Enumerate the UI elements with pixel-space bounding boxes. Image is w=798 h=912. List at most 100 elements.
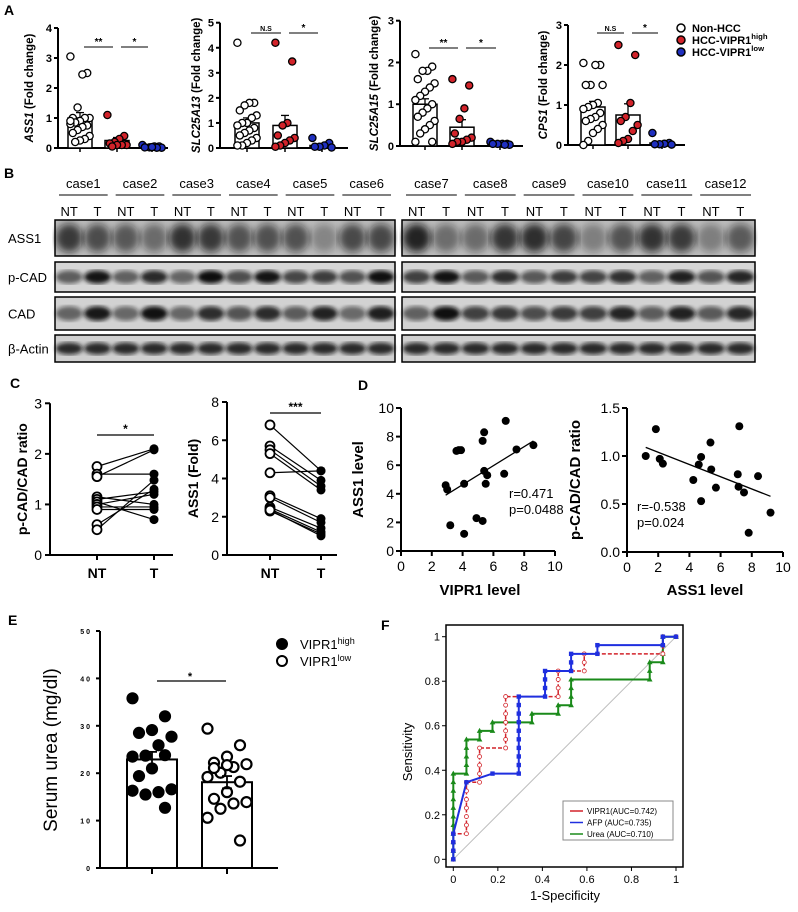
blot-background <box>55 220 395 256</box>
blot-band <box>667 306 696 321</box>
paired-line <box>269 470 322 474</box>
y-tick-label: 3 <box>34 395 42 411</box>
roc-marker <box>516 762 521 768</box>
blot-band <box>726 342 755 355</box>
significance-label: ** <box>440 38 448 49</box>
roc-marker <box>555 685 561 691</box>
data-point <box>207 792 221 805</box>
blot-band <box>667 342 696 355</box>
blot-band <box>338 223 367 253</box>
y-axis-label: ASS1 (Fold) <box>185 439 201 518</box>
data-point <box>633 120 642 130</box>
y-tick-label: 1 <box>34 496 42 512</box>
scatter-point <box>740 488 748 497</box>
roc-marker <box>595 651 600 657</box>
scatter-point <box>641 452 650 460</box>
roc-marker <box>463 736 470 742</box>
data-point <box>240 796 253 809</box>
data-point <box>448 139 457 149</box>
nt-point <box>91 471 103 483</box>
scatter-point <box>478 516 487 525</box>
case-label: case9 <box>532 176 567 191</box>
x-tick-label: NT <box>88 565 107 581</box>
blot-frame <box>401 296 756 331</box>
roc-marker <box>673 634 679 639</box>
legend-marker <box>676 35 686 45</box>
legend-marker <box>276 638 288 650</box>
data-point <box>214 802 227 815</box>
roc-marker <box>529 719 535 725</box>
t-point <box>316 485 326 495</box>
blot-band <box>579 342 608 355</box>
legend-entry-sup: low <box>338 653 352 663</box>
y-tick-label: 1 <box>388 99 394 111</box>
blot-band <box>520 306 549 321</box>
y-label-suffix: (Fold change) <box>24 34 36 113</box>
y-tick-label: 3 <box>556 20 562 32</box>
roc-marker <box>516 754 521 759</box>
roc-marker <box>463 770 470 776</box>
data-point <box>579 104 588 114</box>
roc-marker <box>477 779 482 785</box>
roc-marker <box>463 753 470 759</box>
blot-strip <box>401 261 756 293</box>
y-label-suffix: (Fold change) <box>191 17 203 96</box>
roc-marker <box>516 728 521 733</box>
y-tick-label: 2 <box>46 83 52 95</box>
data-point <box>287 57 297 66</box>
y-tick-label: 0 <box>46 143 52 155</box>
blot-band <box>432 342 461 355</box>
data-point <box>614 138 623 148</box>
data-point <box>145 723 159 737</box>
blot-band <box>490 270 520 284</box>
nt-point <box>264 419 276 431</box>
blot-band <box>140 306 168 321</box>
data-point <box>616 116 626 126</box>
data-point <box>201 770 214 784</box>
blot-background <box>402 262 755 292</box>
x-tick-label: 0 <box>450 874 456 886</box>
blot-frame <box>54 296 396 331</box>
data-point <box>628 126 638 136</box>
blot-row-label: ASS1 <box>8 231 41 246</box>
paired-line <box>96 449 155 478</box>
blot-band <box>432 270 461 284</box>
blot-band <box>168 342 197 355</box>
y-axis-label: SLC25A15 (Fold change) <box>369 15 381 151</box>
blot-band <box>55 342 83 355</box>
blot-band <box>140 342 168 355</box>
case-label: case5 <box>293 176 328 191</box>
scatter-point <box>460 529 469 538</box>
roc-marker <box>450 787 457 793</box>
paired-line <box>269 495 322 520</box>
legend-marker <box>276 655 288 667</box>
x-tick-label: 6 <box>490 558 498 574</box>
roc-marker <box>555 677 561 682</box>
blot-band <box>112 223 140 253</box>
lane-label-t: T <box>377 204 385 219</box>
roc-marker <box>646 676 653 682</box>
blot-strip <box>54 296 396 331</box>
x-tick-label: 10 <box>547 558 563 574</box>
correlation-annotation: p=0.0488 <box>509 502 564 517</box>
roc-marker <box>542 677 548 682</box>
y-tick-label: 6 <box>386 457 394 473</box>
blot-frame <box>54 261 396 293</box>
roc-marker <box>516 702 521 708</box>
t-point <box>149 504 159 514</box>
roc-marker <box>476 727 483 733</box>
x-tick-label: 0.6 <box>579 874 594 886</box>
roc-marker <box>503 745 509 751</box>
scatter-point <box>529 441 538 450</box>
blot-band <box>637 270 667 284</box>
y-tick-label: 40 <box>80 676 92 683</box>
roc-marker <box>451 839 456 845</box>
blot-band <box>367 270 395 284</box>
roc-marker <box>516 694 521 699</box>
y-tick-label: 2 <box>34 446 42 462</box>
scatter-point <box>478 436 487 445</box>
lane-label-nt: NT <box>643 204 660 219</box>
blot-background <box>402 220 755 256</box>
y-tick-label: 1.5 <box>601 400 621 416</box>
scatter-point <box>694 460 703 469</box>
